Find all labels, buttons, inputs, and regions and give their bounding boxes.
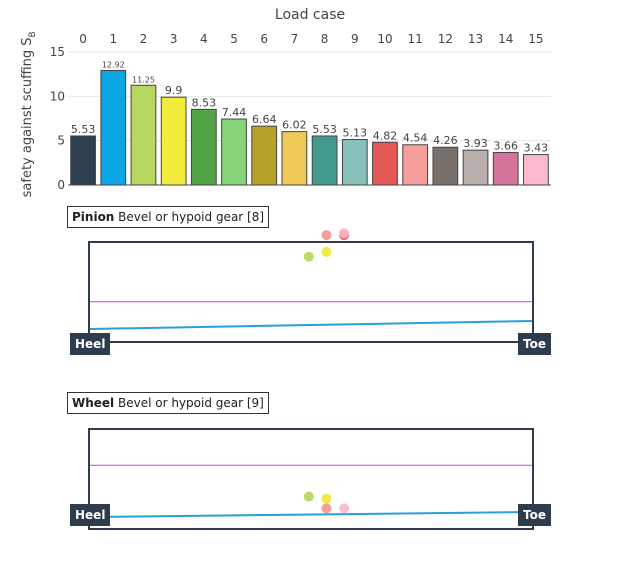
wheel-contact-panel	[88, 428, 534, 530]
bar	[70, 135, 96, 186]
wheel-title-rest: Bevel or hypoid gear [9]	[114, 396, 264, 410]
value-label: 5.53	[71, 123, 96, 136]
x-tick-label: 2	[140, 32, 148, 46]
x-tick-label: 10	[377, 32, 392, 46]
x-tick-label: 14	[498, 32, 513, 46]
wheel-plot	[89, 464, 533, 518]
value-label: 3.66	[493, 140, 518, 153]
x-tick-label: 6	[260, 32, 268, 46]
bar	[311, 135, 338, 186]
bar	[492, 152, 519, 186]
contact-point	[321, 493, 332, 504]
y-axis-title: Min. safety against scuffing SB	[20, 31, 38, 200]
contact-point	[303, 251, 314, 262]
x-tick-label: 4	[200, 32, 208, 46]
value-label: 12.92	[102, 60, 125, 69]
pinion-plot	[89, 228, 533, 330]
wheel-heel-label: Heel	[70, 504, 111, 526]
y-tick-label: 0	[57, 178, 65, 192]
bar	[432, 146, 459, 186]
y-axis-title-main: Min. safety against scuffing S	[20, 37, 35, 200]
bar	[130, 84, 157, 186]
bar	[372, 141, 398, 186]
y-tick-label: 10	[50, 89, 65, 103]
x-axis-title: Load case	[275, 7, 345, 23]
bar	[523, 154, 549, 186]
x-tick-labels: 0 1 2 3 4 5 6 7 8 9 10 11 12 13 14 15	[79, 32, 543, 46]
x-tick-label: 8	[321, 32, 329, 46]
contact-point	[321, 246, 332, 257]
x-tick-label: 3	[170, 32, 178, 46]
x-tick-label: 12	[438, 32, 453, 46]
contact-point	[321, 230, 332, 241]
value-label: 4.54	[403, 132, 428, 145]
contact-point	[321, 503, 332, 514]
value-label: 3.93	[463, 137, 488, 150]
x-tick-label: 9	[351, 32, 359, 46]
value-label: 5.53	[312, 123, 337, 136]
wheel-toe-label: Toe	[518, 504, 551, 526]
contact-point	[303, 491, 314, 502]
bar	[281, 131, 308, 186]
x-tick-label: 15	[528, 32, 543, 46]
contact-path-line	[89, 511, 533, 518]
y-axis-title-sub: B	[28, 31, 38, 37]
value-label: 9.9	[165, 84, 183, 97]
y-tick-label: 5	[57, 134, 65, 148]
bar	[462, 149, 489, 186]
value-label: 6.64	[252, 113, 277, 126]
value-label: 11.25	[132, 75, 155, 84]
bar	[221, 118, 247, 186]
x-tick-label: 0	[79, 32, 87, 46]
value-labels: 5.53 12.92 11.25 9.9 8.53 7.44 6.64 6.02 5.53 5.1…	[71, 60, 548, 154]
value-label: 8.53	[192, 96, 217, 109]
bar	[251, 125, 278, 186]
bar	[100, 69, 127, 186]
pinion-title-bold: Pinion	[72, 210, 115, 224]
contact-path-line	[89, 320, 533, 330]
x-tick-label: 5	[230, 32, 238, 46]
contact-point	[339, 503, 350, 514]
x-tick-label: 1	[109, 32, 117, 46]
x-tick-label: 13	[468, 32, 483, 46]
wheel-title: Wheel Bevel or hypoid gear [9]	[67, 392, 269, 414]
bar	[190, 108, 217, 186]
x-tick-label: 11	[408, 32, 423, 46]
contact-point	[339, 228, 350, 239]
pinion-toe-label: Toe	[518, 333, 551, 355]
value-label: 7.44	[222, 106, 247, 119]
bar	[160, 96, 187, 186]
pinion-contact-panel	[88, 228, 534, 343]
value-label: 4.26	[433, 134, 458, 147]
bar	[341, 139, 368, 186]
bar	[402, 144, 429, 186]
pinion-title-rest: Bevel or hypoid gear [8]	[114, 210, 265, 224]
y-tick-labels: 0 5 10 15	[50, 45, 65, 192]
wheel-title-bold: Wheel	[72, 396, 115, 410]
value-label: 5.13	[343, 127, 368, 140]
pinion-title: Pinion Bevel or hypoid gear [8]	[67, 206, 270, 228]
bars	[70, 69, 549, 186]
y-tick-label: 15	[50, 45, 65, 59]
value-label: 6.02	[282, 119, 307, 132]
pinion-heel-label: Heel	[70, 333, 111, 355]
value-label: 3.43	[524, 142, 549, 155]
x-tick-label: 7	[291, 32, 299, 46]
value-label: 4.82	[373, 129, 398, 142]
